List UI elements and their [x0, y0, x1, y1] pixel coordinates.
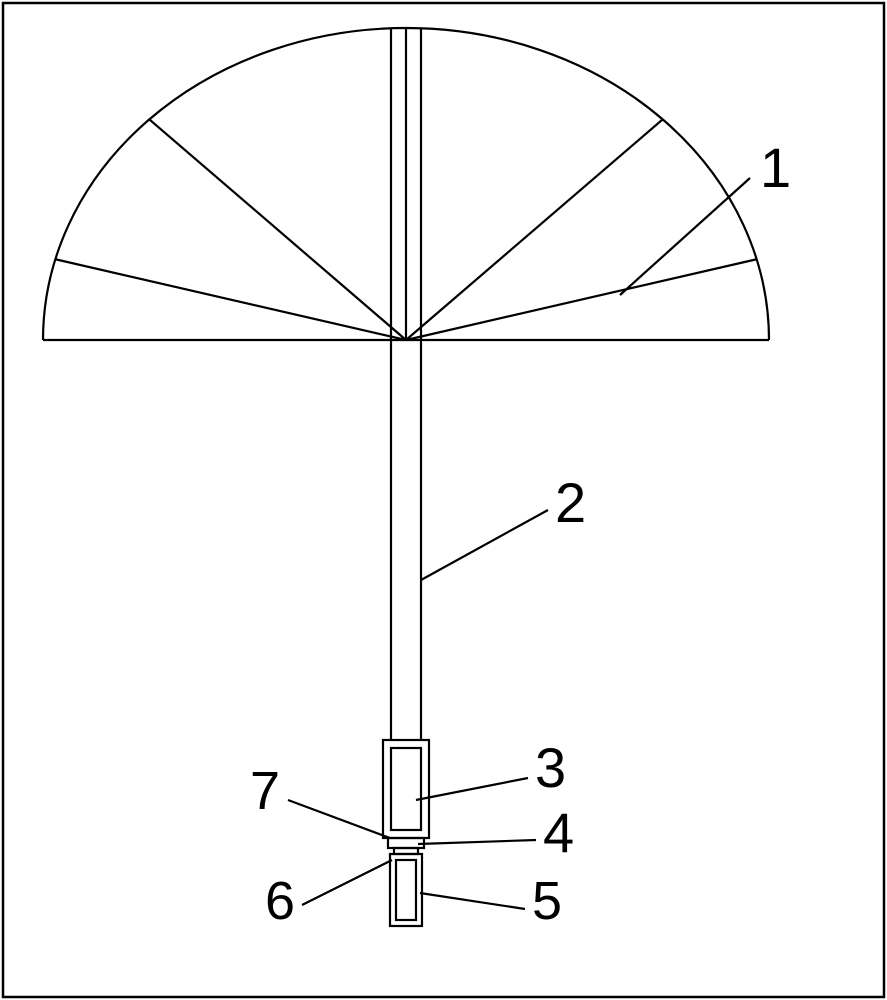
callout-label-3: 3 — [535, 735, 566, 800]
technical-diagram — [0, 0, 887, 1000]
callout-label-7: 7 — [250, 760, 280, 822]
callout-label-2: 2 — [555, 470, 586, 535]
callout-label-4: 4 — [543, 800, 574, 865]
callout-label-6: 6 — [265, 870, 295, 932]
callout-label-1: 1 — [760, 135, 791, 200]
callout-label-5: 5 — [532, 870, 562, 932]
